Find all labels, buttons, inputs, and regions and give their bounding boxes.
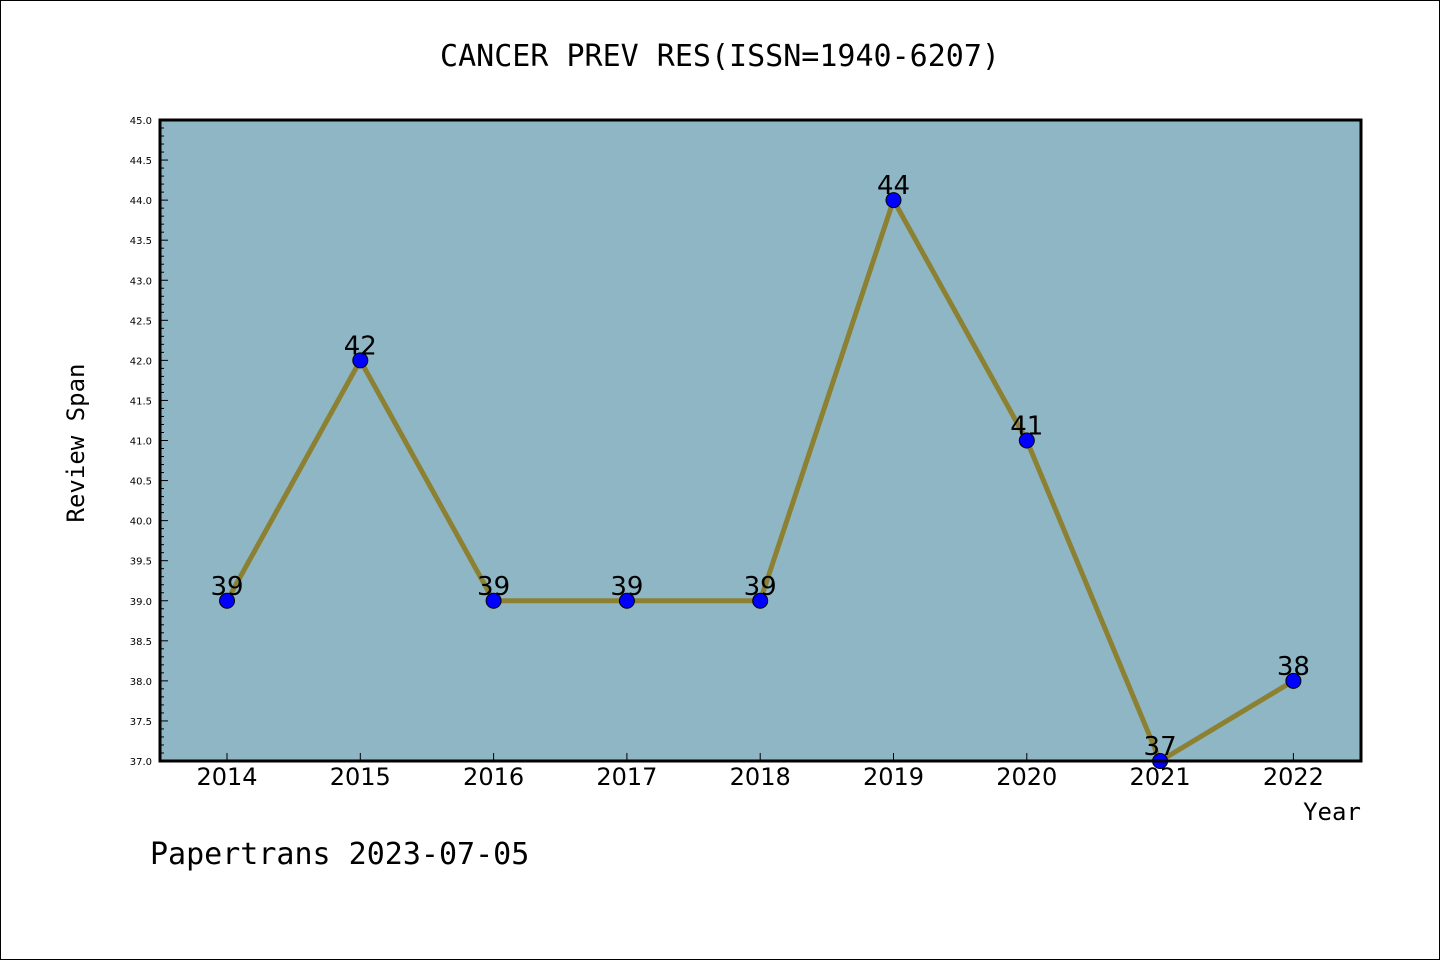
y-tick-label: 41.5 — [130, 396, 152, 407]
data-point — [752, 592, 769, 609]
data-point — [352, 352, 369, 369]
plot-border — [158, 118, 1363, 763]
x-tick-label: 2014 — [196, 763, 257, 791]
x-tick-label: 2016 — [463, 763, 524, 791]
x-tick-label: 2015 — [330, 763, 391, 791]
data-label: 44 — [877, 171, 910, 201]
data-point — [485, 592, 502, 609]
x-axis-label: Year — [1303, 798, 1361, 826]
data-point — [618, 592, 635, 609]
data-point — [885, 192, 902, 209]
data-point — [1018, 432, 1035, 449]
y-axis: 37.0 37.5 38.0 38.5 39.0 39.5 40.0 40.5 41.0 41.5… — [130, 116, 168, 768]
y-tick-label: 42.0 — [130, 356, 152, 367]
chart-title: CANCER PREV RES(ISSN=1940-6207) — [440, 39, 1000, 74]
data-point — [1285, 672, 1302, 689]
y-axis-label: Review Span — [62, 364, 90, 523]
y-tick-label: 40.0 — [130, 517, 152, 528]
x-tick-label: 2019 — [863, 763, 924, 791]
footer-text: Papertrans 2023-07-05 — [150, 837, 529, 872]
data-label: 42 — [344, 331, 377, 361]
x-axis: 2014 2015 2016 2017 2018 2019 2020 2021 2022 — [196, 753, 1324, 791]
y-tick-label: 42.5 — [130, 316, 152, 327]
x-tick-label: 2020 — [996, 763, 1057, 791]
y-tick-label: 44.0 — [130, 196, 152, 207]
data-label: 39 — [744, 572, 777, 602]
x-tick-label: 2017 — [596, 763, 657, 791]
y-tick-label: 43.0 — [130, 276, 152, 287]
x-tick-label: 2018 — [730, 763, 791, 791]
y-tick-label: 44.5 — [130, 156, 152, 167]
y-tick-label: 43.5 — [130, 236, 152, 247]
y-tick-label: 37.0 — [130, 757, 152, 768]
y-tick-label: 45.0 — [130, 116, 152, 127]
y-tick-label: 40.5 — [130, 477, 152, 488]
data-label: 37 — [1144, 732, 1177, 762]
plot-area — [160, 120, 1361, 761]
y-tick-label: 38.0 — [130, 677, 152, 688]
data-label: 39 — [610, 572, 643, 602]
y-tick-label: 37.5 — [130, 717, 152, 728]
x-tick-label: 2022 — [1263, 763, 1324, 791]
y-tick-label: 41.0 — [130, 437, 152, 448]
data-label: 41 — [1010, 412, 1043, 442]
data-label: 38 — [1277, 652, 1310, 682]
series: 39 42 39 39 39 44 41 37 38 — [210, 171, 1310, 769]
data-point — [219, 592, 235, 609]
data-label: 39 — [477, 572, 510, 602]
y-tick-label: 39.0 — [130, 597, 152, 608]
data-label: 39 — [210, 572, 243, 602]
y-tick-label: 39.5 — [130, 557, 152, 568]
y-tick-label: 38.5 — [130, 637, 152, 648]
